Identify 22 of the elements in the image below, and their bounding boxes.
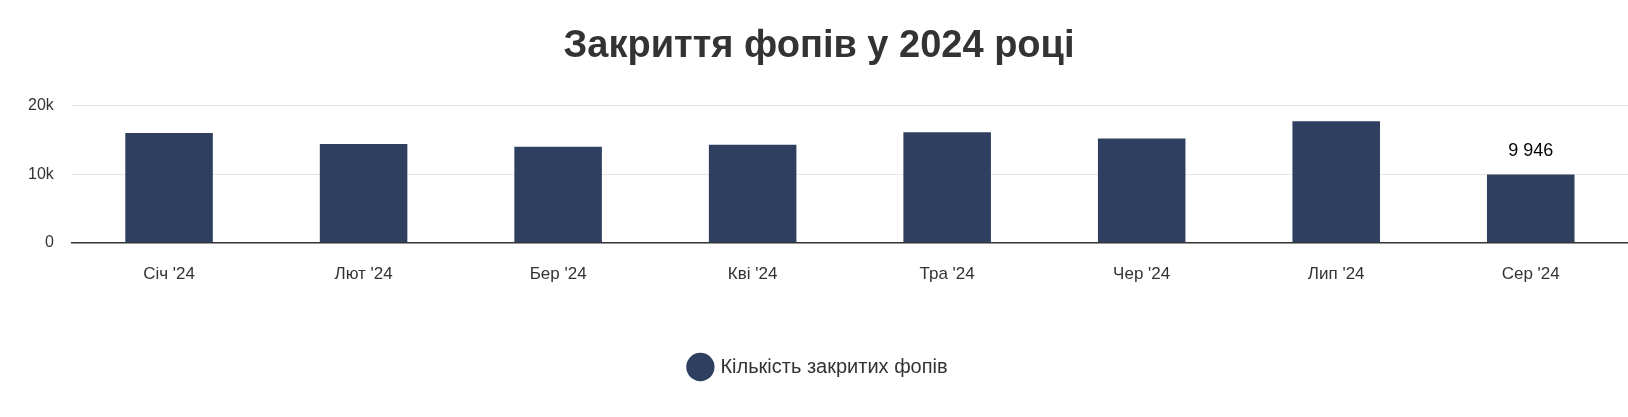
bar [1486, 174, 1575, 243]
bar [708, 144, 797, 243]
y-tick-label: 0 [44, 233, 54, 251]
x-tick-label: Бер '24 [529, 264, 587, 284]
x-tick-label: Тра '24 [919, 264, 975, 284]
x-tick-label: Кві '24 [727, 264, 778, 284]
bar [903, 132, 991, 243]
y-tick-label: 20k [28, 96, 55, 114]
x-tick-label: Лип '24 [1307, 264, 1365, 284]
x-tick-label: Сер '24 [1501, 264, 1560, 284]
x-tick-label: Січ '24 [143, 264, 195, 284]
bar [514, 146, 602, 243]
bar [1292, 121, 1380, 243]
legend-label: Кількість закритих фопів [720, 354, 948, 377]
x-tick-label: Чер '24 [1113, 264, 1171, 284]
chart-title: Закриття фопів у 2024 році [563, 23, 1075, 66]
bar [1097, 138, 1186, 243]
y-tick-label: 10k [28, 164, 55, 182]
x-tick-label: Лют '24 [334, 264, 393, 284]
bar [319, 143, 408, 243]
data-label: 9 946 [1508, 140, 1554, 161]
bar [125, 133, 213, 243]
